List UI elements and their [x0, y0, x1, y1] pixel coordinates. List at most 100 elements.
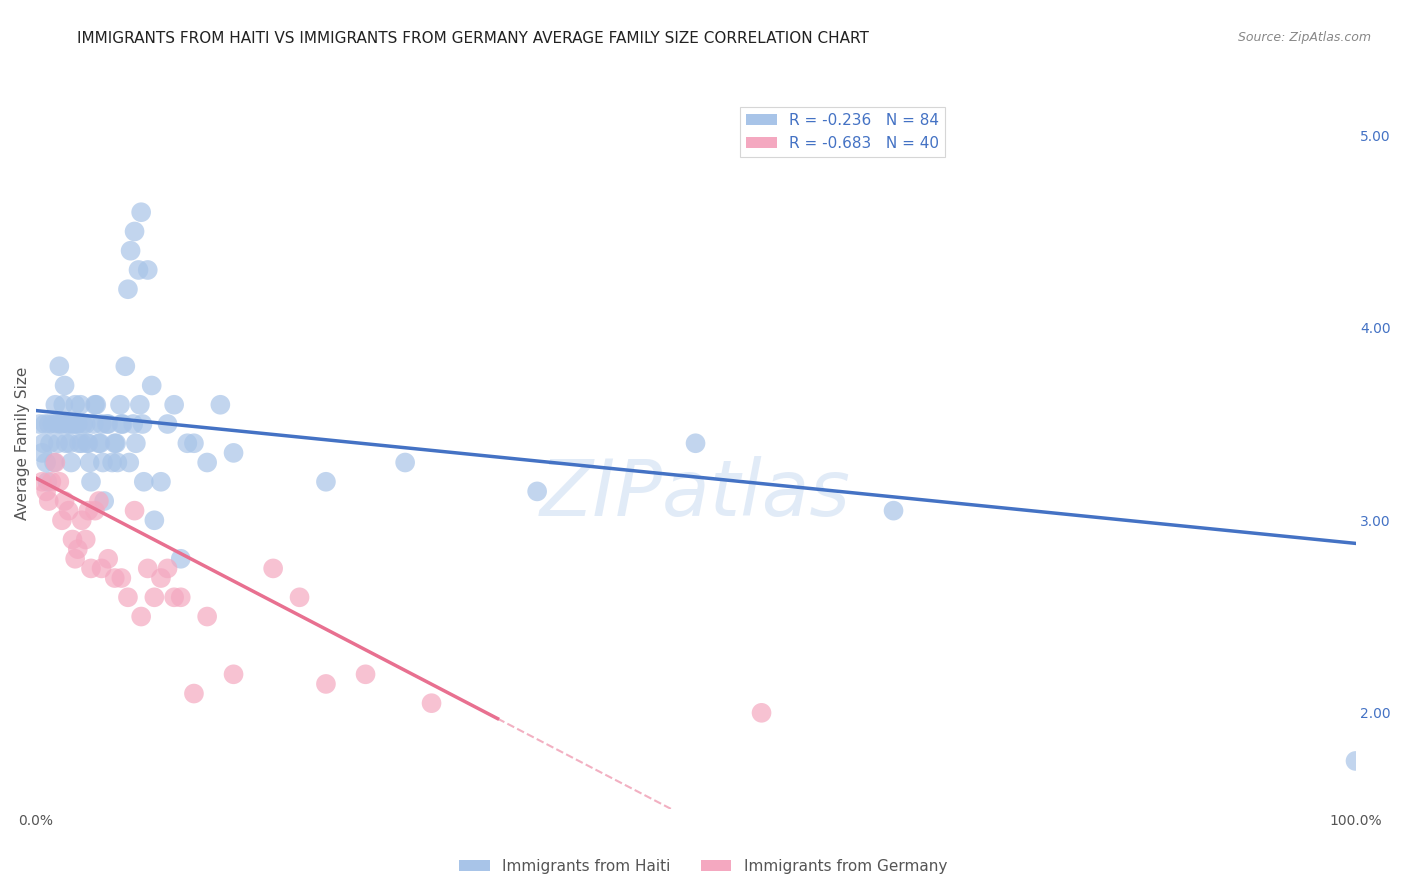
Point [48, 475, 70, 489]
Point [58, 503, 80, 517]
Point [117, 282, 139, 296]
Point [104, 571, 127, 585]
Point [38, 494, 60, 508]
Point [105, 456, 128, 470]
Point [883, 503, 905, 517]
Point [31, 446, 53, 460]
Point [42, 456, 65, 470]
Point [101, 456, 124, 470]
Point [80, 561, 103, 575]
Point [63, 398, 86, 412]
Point [34, 417, 56, 431]
Point [170, 551, 193, 566]
Point [51, 513, 73, 527]
Point [90, 417, 112, 431]
Point [41, 475, 63, 489]
Point [97, 417, 120, 431]
Point [111, 417, 134, 431]
Point [156, 417, 179, 431]
Point [67, 436, 90, 450]
Point [288, 591, 311, 605]
Point [35, 456, 58, 470]
Point [108, 398, 131, 412]
Point [176, 436, 198, 450]
Point [51, 417, 73, 431]
Point [87, 494, 110, 508]
Point [183, 436, 205, 450]
Point [37, 475, 59, 489]
Point [262, 561, 284, 575]
Point [183, 687, 205, 701]
Point [72, 417, 94, 431]
Point [110, 417, 132, 431]
Point [35, 484, 58, 499]
Point [91, 456, 114, 470]
Point [89, 436, 111, 450]
Point [45, 417, 67, 431]
Point [97, 551, 120, 566]
Point [44, 398, 66, 412]
Point [84, 503, 107, 517]
Point [76, 436, 98, 450]
Point [120, 244, 142, 258]
Point [105, 436, 128, 450]
Point [69, 398, 91, 412]
Point [125, 436, 148, 450]
Point [48, 359, 70, 374]
Point [131, 417, 153, 431]
Point [44, 456, 66, 470]
Point [28, 417, 51, 431]
Point [66, 542, 89, 557]
Point [143, 591, 166, 605]
Point [149, 571, 172, 585]
Point [55, 436, 77, 450]
Point [163, 398, 186, 412]
Point [70, 436, 93, 450]
Point [31, 475, 53, 489]
Point [104, 436, 127, 450]
Point [143, 513, 166, 527]
Point [315, 677, 337, 691]
Point [122, 417, 145, 431]
Point [49, 417, 72, 431]
Point [63, 417, 86, 431]
Point [83, 417, 105, 431]
Point [170, 591, 193, 605]
Point [156, 561, 179, 575]
Point [136, 263, 159, 277]
Point [124, 224, 146, 238]
Point [90, 561, 112, 575]
Point [394, 456, 416, 470]
Text: IMMIGRANTS FROM HAITI VS IMMIGRANTS FROM GERMANY AVERAGE FAMILY SIZE CORRELATION: IMMIGRANTS FROM HAITI VS IMMIGRANTS FROM… [77, 31, 869, 46]
Point [38, 417, 60, 431]
Y-axis label: Average Family Size: Average Family Size [15, 367, 30, 520]
Point [84, 398, 107, 412]
Text: Source: ZipAtlas.com: Source: ZipAtlas.com [1237, 31, 1371, 45]
Point [59, 436, 82, 450]
Point [70, 513, 93, 527]
Point [32, 436, 55, 450]
Point [129, 205, 152, 219]
Point [526, 484, 548, 499]
Point [128, 398, 150, 412]
Point [124, 503, 146, 517]
Point [685, 436, 707, 450]
Point [117, 591, 139, 605]
Point [77, 503, 100, 517]
Point [46, 436, 69, 450]
Point [87, 436, 110, 450]
Point [60, 456, 83, 470]
Point [195, 456, 218, 470]
Point [52, 398, 75, 412]
Point [149, 475, 172, 489]
Point [77, 436, 100, 450]
Point [354, 667, 377, 681]
Point [84, 398, 107, 412]
Point [75, 533, 97, 547]
Point [62, 417, 84, 431]
Point [66, 417, 89, 431]
Point [65, 417, 87, 431]
Point [41, 417, 63, 431]
Point [118, 456, 141, 470]
Point [195, 609, 218, 624]
